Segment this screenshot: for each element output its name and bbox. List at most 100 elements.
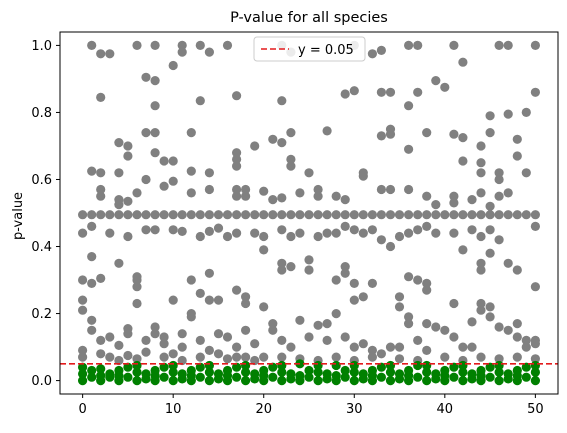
point-nonsignificant-301 [394,342,405,352]
point-nonsignificant-56 [168,60,178,71]
point-nonsignificant-210 [494,235,504,245]
point-nonsignificant-242 [394,292,405,302]
point-nonsignificant-148 [232,191,242,201]
point-nonsignificant-1 [87,210,97,220]
point-nonsignificant-84 [404,101,414,111]
point-nonsignificant-282 [250,339,260,349]
point-nonsignificant-180 [195,231,205,242]
point-nonsignificant-152 [268,195,278,205]
point-nonsignificant-237 [340,268,350,278]
point-nonsignificant-285 [268,325,278,335]
point-nonsignificant-264 [141,335,151,345]
point-nonsignificant-295 [349,342,359,352]
point-nonsignificant-175 [123,231,133,242]
point-nonsignificant-291 [322,319,332,329]
point-nonsignificant-257 [87,325,97,335]
point-nonsignificant-86 [431,76,441,86]
point-nonsignificant-308 [440,325,450,335]
chart-title: P-value for all species [230,10,388,26]
point-nonsignificant-222 [195,288,205,298]
point-nonsignificant-233 [304,255,314,265]
point-nonsignificant-23 [286,210,296,220]
point-nonsignificant-248 [476,258,486,268]
point-significant-114 [295,371,305,381]
point-nonsignificant-89 [485,111,495,121]
point-nonsignificant-131 [494,168,504,178]
point-nonsignificant-331 [132,354,142,364]
point-nonsignificant-300 [394,302,405,312]
point-significant-127 [530,360,541,371]
point-nonsignificant-288 [295,315,305,325]
point-nonsignificant-6 [132,210,142,220]
point-nonsignificant-317 [494,322,504,332]
point-nonsignificant-116 [304,168,314,178]
point-nonsignificant-5 [123,210,133,220]
point-significant-108 [186,371,196,381]
point-nonsignificant-277 [213,329,224,339]
point-nonsignificant-220 [168,295,178,305]
point-significant-90 [431,374,441,384]
point-nonsignificant-272 [177,342,187,352]
point-nonsignificant-336 [222,354,233,364]
point-nonsignificant-107 [232,148,242,158]
point-nonsignificant-202 [413,225,423,235]
point-significant-13 [195,372,205,382]
legend-frame [253,36,366,62]
y-tick-label-2: 0.4 [31,240,52,255]
point-nonsignificant-246 [422,285,432,295]
point-nonsignificant-112 [277,138,287,148]
point-significant-77 [313,367,323,377]
y-tick-label-0: 0.0 [31,374,52,389]
point-nonsignificant-238 [349,278,359,288]
point-nonsignificant-140 [123,196,133,206]
point-significant-18 [241,376,251,386]
point-nonsignificant-7 [141,210,151,220]
point-nonsignificant-293 [331,309,341,319]
point-nonsignificant-174 [105,228,115,238]
point-significant-80 [340,365,350,376]
point-nonsignificant-39 [431,210,441,220]
point-significant-112 [259,371,269,381]
point-significant-30 [349,376,359,386]
point-nonsignificant-55 [150,40,160,51]
point-nonsignificant-129 [476,168,486,178]
point-significant-6 [132,376,142,386]
point-nonsignificant-351 [512,352,522,362]
point-nonsignificant-309 [449,332,459,342]
point-nonsignificant-182 [213,223,224,233]
point-nonsignificant-44 [476,210,486,220]
point-nonsignificant-119 [376,131,386,141]
point-significant-42 [458,376,468,386]
point-nonsignificant-34 [385,210,396,220]
point-significant-53 [96,364,106,374]
point-nonsignificant-215 [96,273,106,283]
point-nonsignificant-144 [168,176,178,186]
point-nonsignificant-234 [304,265,314,275]
point-nonsignificant-289 [304,332,314,342]
point-nonsignificant-168 [476,188,486,198]
point-nonsignificant-253 [530,282,541,292]
point-nonsignificant-4 [114,210,124,220]
point-nonsignificant-124 [449,129,459,139]
point-nonsignificant-85 [413,87,423,97]
x-tick-label-2: 20 [255,402,272,417]
point-nonsignificant-141 [132,188,142,198]
point-nonsignificant-245 [422,278,432,288]
point-nonsignificant-185 [250,228,260,238]
point-nonsignificant-268 [159,332,169,342]
point-nonsignificant-21 [268,210,278,220]
point-nonsignificant-334 [195,352,205,362]
point-nonsignificant-22 [277,210,287,220]
point-nonsignificant-153 [277,193,287,203]
point-nonsignificant-29 [340,210,350,220]
point-significant-110 [222,371,233,381]
point-nonsignificant-183 [222,231,233,242]
point-nonsignificant-115 [286,161,296,171]
point-nonsignificant-42 [458,210,468,220]
point-nonsignificant-13 [195,210,205,220]
point-nonsignificant-236 [340,262,350,272]
point-nonsignificant-100 [150,128,160,138]
point-nonsignificant-97 [123,151,133,161]
point-nonsignificant-36 [404,210,414,220]
